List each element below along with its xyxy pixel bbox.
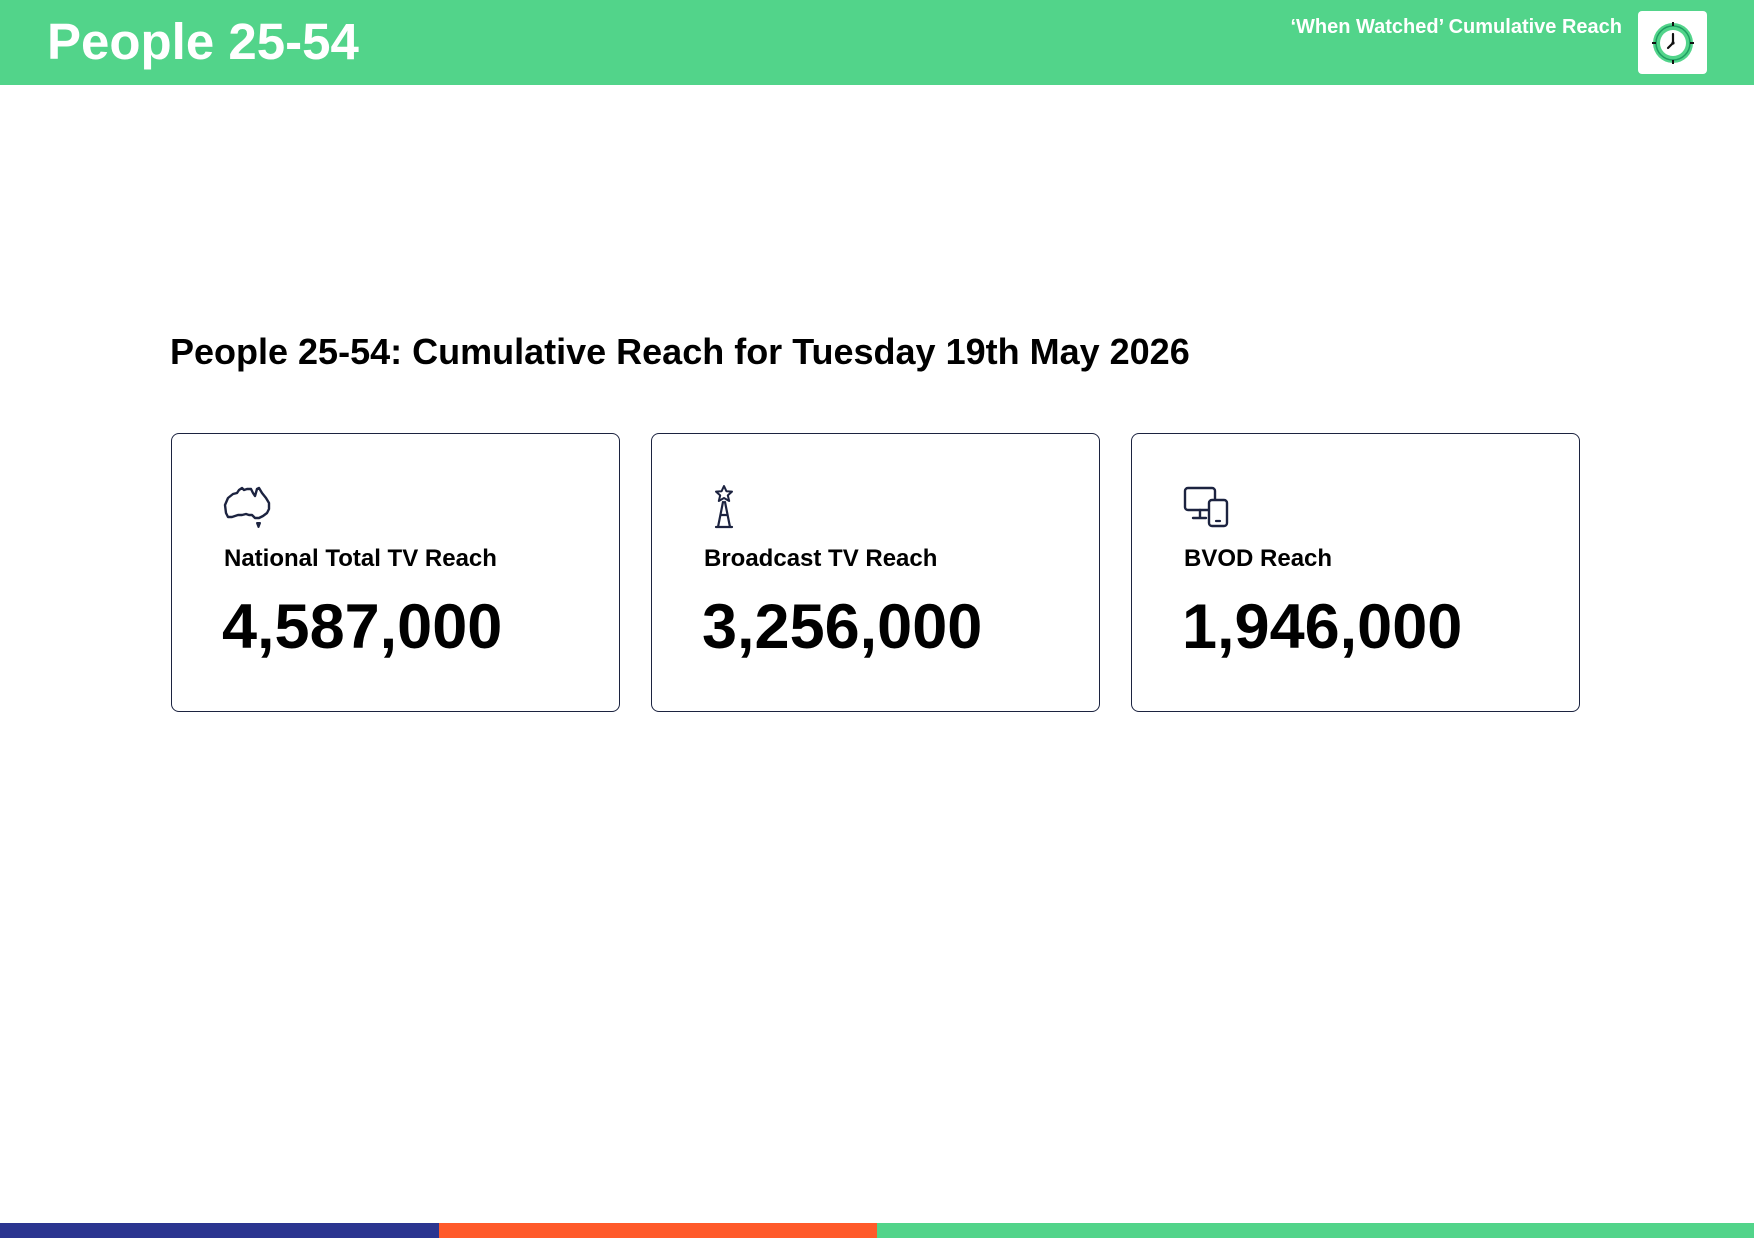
card-bvod-reach: BVOD Reach 1,946,000 bbox=[1131, 433, 1580, 712]
clock-icon bbox=[1651, 21, 1694, 64]
header-bar: People 25-54 ‘When Watched’ Cumulative R… bbox=[0, 0, 1754, 85]
card-broadcast-tv-reach: Broadcast TV Reach 3,256,000 bbox=[651, 433, 1100, 712]
clock-badge bbox=[1638, 11, 1707, 74]
card-label: National Total TV Reach bbox=[224, 545, 497, 572]
card-national-total-tv-reach: National Total TV Reach 4,587,000 bbox=[171, 433, 620, 712]
footer-stripe-navy bbox=[0, 1223, 439, 1238]
footer-stripe-green bbox=[877, 1223, 1754, 1238]
card-value: 4,587,000 bbox=[222, 592, 503, 662]
card-value: 3,256,000 bbox=[702, 592, 983, 662]
footer-stripe-orange bbox=[439, 1223, 877, 1238]
header-title: People 25-54 bbox=[47, 13, 359, 70]
australia-map-icon bbox=[223, 486, 271, 528]
page-heading: People 25-54: Cumulative Reach for Tuesd… bbox=[170, 331, 1190, 372]
broadcast-tower-icon bbox=[714, 485, 734, 529]
header-subtitle: ‘When Watched’ Cumulative Reach bbox=[1290, 16, 1622, 38]
card-label: Broadcast TV Reach bbox=[704, 545, 938, 572]
card-value: 1,946,000 bbox=[1182, 592, 1463, 662]
card-label: BVOD Reach bbox=[1184, 545, 1333, 572]
devices-icon bbox=[1183, 486, 1229, 528]
